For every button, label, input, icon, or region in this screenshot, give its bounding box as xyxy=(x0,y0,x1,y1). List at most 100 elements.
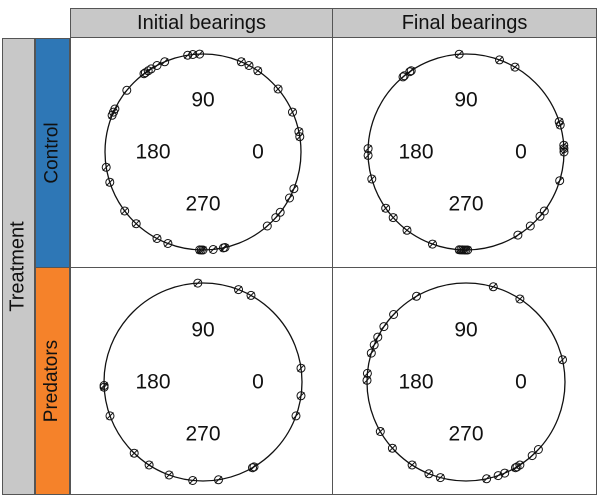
bearing-point xyxy=(208,245,218,254)
bearing-point xyxy=(535,211,545,221)
bearing-point xyxy=(195,245,205,255)
bearing-point xyxy=(381,203,391,213)
bearing-point xyxy=(495,55,504,65)
bearing-point xyxy=(275,207,285,217)
bearing-point xyxy=(510,62,520,72)
column-strip-label: Initial bearings xyxy=(137,11,266,34)
bearing-point xyxy=(246,290,256,300)
bearing-point xyxy=(558,355,567,365)
bearing-point xyxy=(236,57,246,67)
bearing-point xyxy=(515,460,525,470)
row-strip-label: Control xyxy=(41,122,63,184)
bearing-point xyxy=(428,239,437,249)
column-strip-label: Final bearings xyxy=(401,11,528,34)
bearing-point xyxy=(511,463,520,473)
circular-plot: 90 180 0 270 xyxy=(362,282,567,484)
degree-label: 270 xyxy=(185,193,220,216)
bearing-point xyxy=(110,104,120,114)
bearing-point xyxy=(533,445,543,454)
bearing-point xyxy=(288,107,297,117)
bearing-point xyxy=(369,340,379,350)
facet-panel: 90 180 0 270 xyxy=(70,267,333,495)
bearing-point xyxy=(527,451,537,461)
bearing-point xyxy=(367,174,377,184)
degree-label: 180 xyxy=(135,141,170,164)
degree-label: 90 xyxy=(454,319,477,342)
facet-panel: 90 180 0 270 xyxy=(332,37,597,268)
bearing-point xyxy=(101,162,111,172)
degree-label: 0 xyxy=(252,141,264,164)
bearing-point xyxy=(539,206,549,216)
degree-label: 180 xyxy=(135,371,170,394)
column-strip-initial-bearings: Initial bearings xyxy=(70,8,333,38)
facet-panel: 90 180 0 270 xyxy=(70,37,333,268)
bearing-point xyxy=(373,332,383,342)
bearing-point xyxy=(513,230,523,240)
bearing-point xyxy=(105,411,115,421)
bearing-point xyxy=(488,282,498,292)
row-strip-label: Predators xyxy=(41,339,63,423)
row-strip-control: Control xyxy=(35,38,70,268)
bearing-point xyxy=(295,132,305,142)
bearing-point xyxy=(131,219,141,229)
bearing-point xyxy=(412,291,421,301)
bearing-point xyxy=(144,460,154,470)
bearing-point xyxy=(99,381,109,390)
circular-plot: 90 180 0 270 xyxy=(363,49,569,255)
bearing-point xyxy=(163,239,173,248)
bearing-point xyxy=(493,471,503,481)
bearing-point xyxy=(362,368,372,378)
bearing-point xyxy=(193,278,203,288)
bearing-point xyxy=(214,475,223,485)
degree-label: 0 xyxy=(515,371,527,394)
degree-label: 180 xyxy=(398,371,433,394)
bearing-point xyxy=(122,85,132,95)
bearing-point xyxy=(285,193,294,203)
bearing-point xyxy=(188,476,198,485)
unit-circle xyxy=(366,282,566,482)
degree-label: 90 xyxy=(191,319,214,342)
bearing-point xyxy=(482,474,492,484)
degree-label: 90 xyxy=(191,89,214,112)
bearing-point xyxy=(454,245,464,255)
bearing-point xyxy=(387,443,397,453)
degree-label: 180 xyxy=(398,141,433,164)
bearing-point xyxy=(362,375,372,385)
circular-plot: 90 180 0 270 xyxy=(101,49,305,255)
degree-label: 270 xyxy=(185,423,220,446)
bearing-point xyxy=(195,49,205,59)
unit-circle xyxy=(367,53,565,251)
bearing-point xyxy=(164,470,174,480)
bearing-point xyxy=(407,460,417,470)
bearing-point xyxy=(366,348,376,358)
bearing-point xyxy=(363,144,373,154)
degree-label: 0 xyxy=(252,371,264,394)
bearing-point xyxy=(435,473,445,483)
bearing-point xyxy=(363,150,373,160)
treatment-label: Treatment xyxy=(7,221,29,312)
bearing-point xyxy=(152,234,162,243)
bearing-point xyxy=(296,391,306,401)
bearing-point xyxy=(220,243,230,252)
bearing-point xyxy=(398,72,408,82)
degree-label: 270 xyxy=(448,423,483,446)
bearing-point xyxy=(389,310,399,319)
bearing-point xyxy=(234,285,243,295)
bearing-point xyxy=(388,213,398,223)
bearing-point xyxy=(271,213,281,223)
degree-label: 270 xyxy=(448,193,483,216)
treatment-strip: Treatment xyxy=(2,38,35,495)
bearing-point xyxy=(291,411,301,421)
bearing-point xyxy=(105,177,115,187)
bearing-point xyxy=(273,84,283,94)
bearing-point xyxy=(253,66,263,76)
bearing-point xyxy=(559,147,569,157)
bearing-point xyxy=(120,206,130,216)
bearing-point xyxy=(183,50,193,60)
unit-circle xyxy=(103,282,303,482)
bearing-point xyxy=(515,294,525,304)
bearing-point xyxy=(160,57,170,67)
bearing-point xyxy=(406,66,416,76)
degree-label: 0 xyxy=(515,141,527,164)
bearing-point xyxy=(402,225,412,235)
